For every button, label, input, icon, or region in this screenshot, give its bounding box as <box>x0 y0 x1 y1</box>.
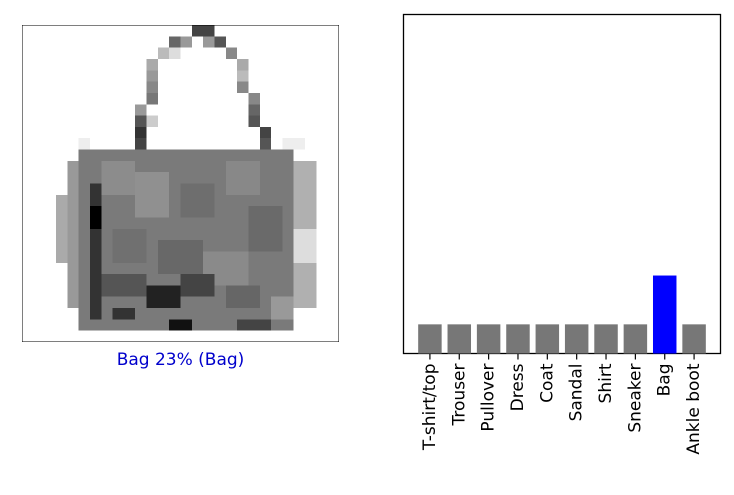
plot-frame <box>402 13 722 355</box>
bar-trouser <box>447 324 472 354</box>
bar-shirt <box>594 324 618 354</box>
x-tick-label: Bag <box>655 364 675 397</box>
bar-bag <box>652 275 677 354</box>
x-tick-label: Ankle boot <box>684 363 704 454</box>
bar-t-shirt-top <box>418 324 442 354</box>
x-tick-label: Coat <box>537 363 557 403</box>
bar-pullover <box>476 324 501 354</box>
bar-sneaker <box>623 324 648 354</box>
x-tick-label: Pullover <box>479 364 499 432</box>
x-tick-label: Dress <box>508 363 528 411</box>
bar-coat <box>535 324 560 354</box>
bar-ankle-boot <box>682 324 706 354</box>
x-tick-label: Trouser <box>449 363 469 426</box>
prediction-label: Bag 23% (Bag) <box>116 350 245 370</box>
x-tick-label: T-shirt/top <box>420 364 440 452</box>
x-tick-label: Sneaker <box>625 364 645 433</box>
x-tick-label: Shirt <box>596 363 616 403</box>
bar-dress <box>506 324 530 354</box>
bar-sandal <box>564 324 589 354</box>
bag-image <box>22 25 339 342</box>
x-tick-label: Sandal <box>567 364 587 422</box>
